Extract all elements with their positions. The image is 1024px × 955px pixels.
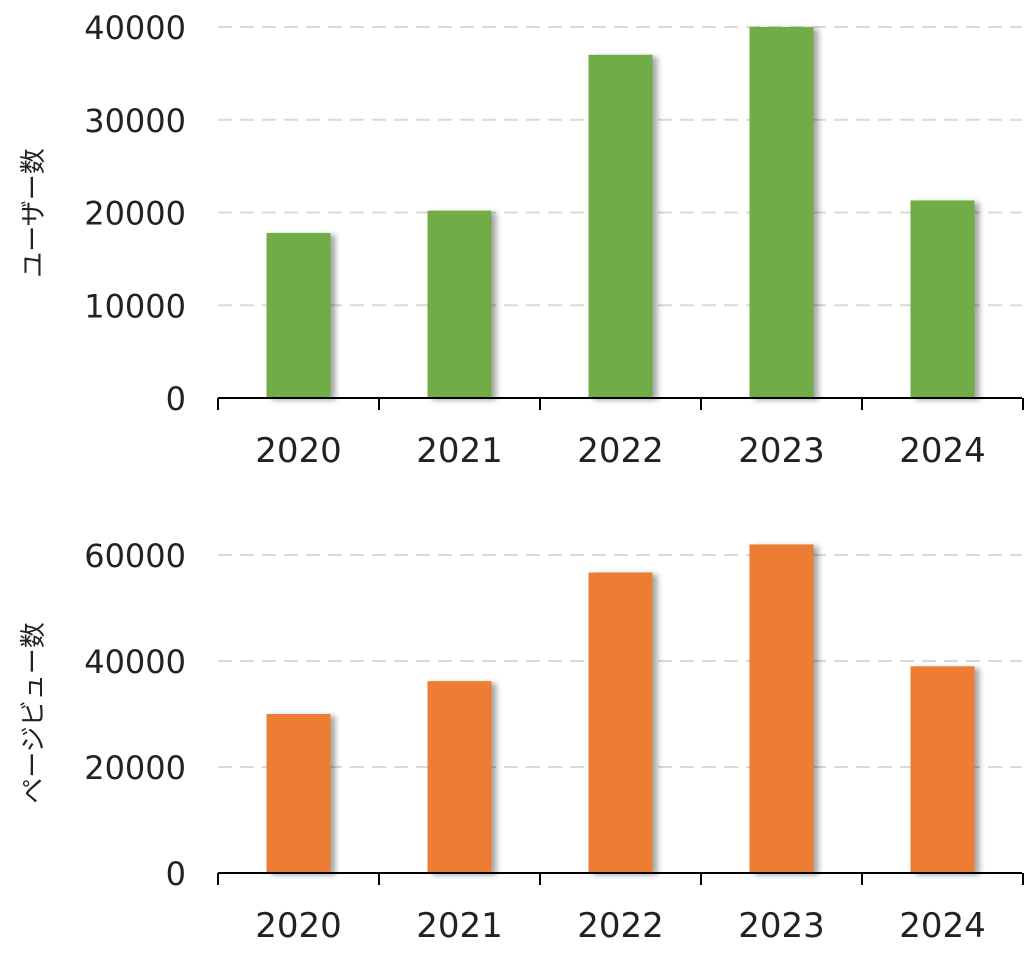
users-y-tick-label: 20000: [84, 195, 186, 233]
pageviews-x-tick-label: 2021: [416, 906, 503, 946]
users-y-tick-label: 40000: [84, 9, 186, 47]
pageviews-y-tick-label: 20000: [84, 749, 186, 787]
users-y-ticks: 0 10000 20000 30000 40000: [84, 9, 186, 418]
users-x-tick-label: 2022: [577, 431, 664, 471]
pageviews-bars: [266, 544, 975, 873]
users-x-tick-label: 2023: [738, 431, 825, 471]
users-bar-2020: [266, 232, 331, 398]
pageviews-bar-2023: [749, 544, 814, 873]
pageviews-y-tick-label: 60000: [84, 537, 186, 575]
pageviews-x-tick-label: 2024: [899, 906, 986, 946]
pageviews-y-ticks: 0 20000 40000 60000: [84, 537, 186, 893]
users-bar-2023: [749, 27, 814, 398]
users-y-tick-label: 30000: [84, 102, 186, 140]
users-ylabel: ユーザー数: [19, 148, 49, 277]
users-x-tick-label: 2020: [255, 431, 342, 471]
pageviews-bar-2021: [427, 681, 492, 873]
pageviews-bar-2024: [910, 666, 975, 873]
pageviews-x-axis: 2020 2021 2022 2023 2024: [217, 872, 1024, 946]
pageviews-ylabel: ページビュー数: [19, 622, 49, 803]
users-bar-2024: [910, 200, 975, 398]
pageviews-x-tick-label: 2020: [255, 906, 342, 946]
pageviews-x-tick-label: 2023: [738, 906, 825, 946]
pageviews-bar-2022: [588, 572, 653, 873]
pageviews-x-tick-label: 2022: [577, 906, 664, 946]
users-y-tick-label: 10000: [84, 287, 186, 325]
pageviews-bar-2020: [266, 714, 331, 873]
users-bar-2022: [588, 54, 653, 398]
pageviews-y-tick-label: 40000: [84, 643, 186, 681]
users-chart: ユーザー数 0 10000 20000 30000 40000 2020 2021 2022…: [19, 9, 1024, 471]
users-x-tick-label: 2021: [416, 431, 503, 471]
users-x-tick-label: 2024: [899, 431, 986, 471]
users-bar-2021: [427, 210, 492, 398]
pageviews-y-tick-label: 0: [166, 855, 186, 893]
users-y-tick-label: 0: [166, 380, 186, 418]
users-bars: [266, 27, 975, 398]
users-x-axis: 2020 2021 2022 2023 2024: [217, 397, 1024, 471]
